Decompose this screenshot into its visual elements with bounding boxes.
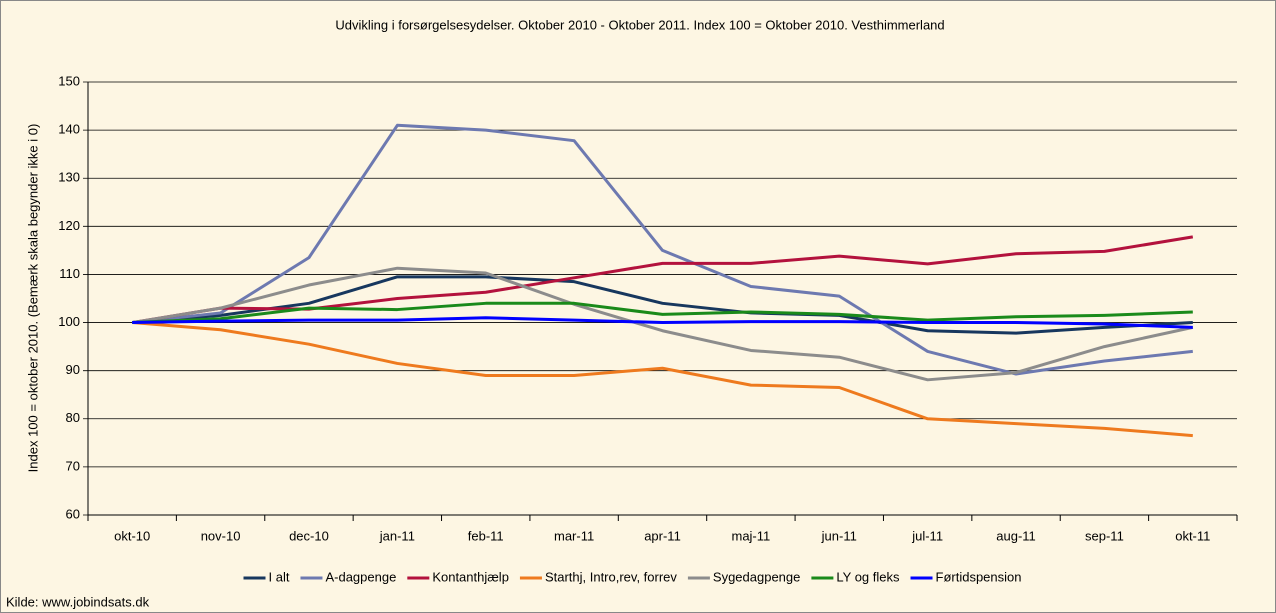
x-tick-label: dec-10 <box>289 528 329 543</box>
y-tick-label: 150 <box>58 73 80 88</box>
legend-label: LY og fleks <box>836 569 900 584</box>
legend-label: A-dagpenge <box>325 569 396 584</box>
source: Kilde: www.jobindsats.dk <box>6 594 150 609</box>
y-tick-label: 120 <box>58 218 80 233</box>
x-tick-label: sep-11 <box>1085 528 1124 543</box>
x-tick-label: mar-11 <box>554 528 594 543</box>
chart-title: Udvikling i forsørgelsesydelser. Oktober… <box>335 17 944 32</box>
x-tick-label: feb-11 <box>468 528 504 543</box>
legend-label: Kontanthjælp <box>432 569 509 584</box>
series-line <box>132 275 1193 335</box>
x-tick-label: nov-10 <box>201 528 241 543</box>
x-tick-label: aug-11 <box>996 528 1036 543</box>
legend-label: Starthj, Intro,rev, forrev <box>545 569 677 584</box>
x-tick-label: jan-11 <box>379 528 415 543</box>
x-tick-label: maj-11 <box>731 528 770 543</box>
series-line <box>132 301 1193 325</box>
y-tick-label: 130 <box>58 170 80 185</box>
y-tick-label: 80 <box>66 410 80 425</box>
y-tick-label: 70 <box>66 458 80 473</box>
x-tick-label: okt-10 <box>114 528 150 543</box>
y-tick-label: 100 <box>58 314 80 329</box>
y-tick-label: 110 <box>59 266 80 281</box>
y-tick-label: 60 <box>66 506 80 521</box>
series-line <box>132 321 1193 438</box>
series-line <box>131 266 1194 382</box>
x-tick-label: jun-11 <box>821 528 857 543</box>
series-line <box>132 316 1193 329</box>
legend-label: Førtidspension <box>936 569 1022 584</box>
x-tick-label: apr-11 <box>644 528 681 543</box>
y-tick-label: 90 <box>66 362 80 377</box>
x-tick-label: jul-11 <box>911 528 943 543</box>
legend-label: I alt <box>269 569 290 584</box>
legend-label: Sygedagpenge <box>713 569 800 584</box>
x-tick-label: okt-11 <box>1175 528 1210 543</box>
y-tick-label: 140 <box>58 122 80 137</box>
y-axis-label: Index 100 = oktober 2010. (Bemærk skala … <box>25 124 40 473</box>
